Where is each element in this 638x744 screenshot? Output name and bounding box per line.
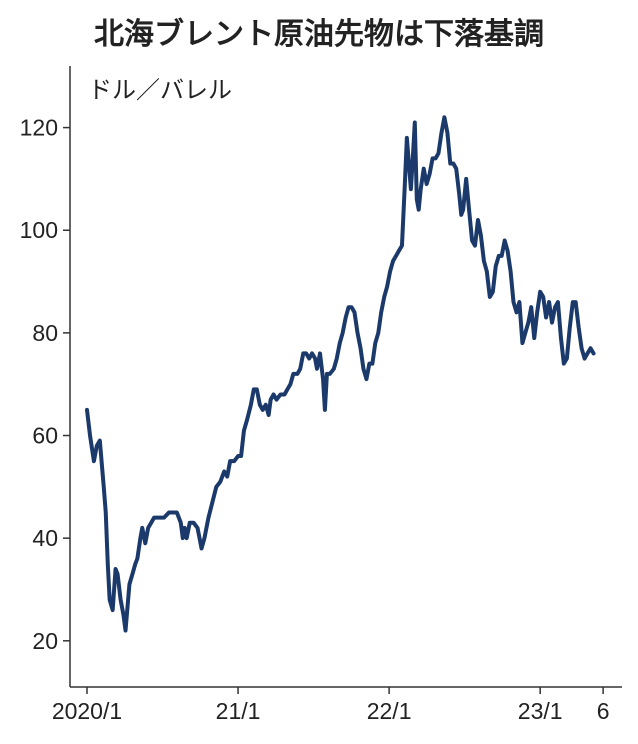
y-axis-label: ドル／バレル [88,76,232,104]
y-tick-label: 80 [32,320,58,346]
x-tick-label: 2020/1 [52,698,122,724]
y-tick-label: 40 [32,525,58,551]
x-tick-label: 21/1 [216,698,261,724]
chart-title: 北海ブレント原油先物は下落基調 [94,17,544,52]
x-tick-label: 6 [597,698,610,724]
y-tick-label: 120 [20,115,58,141]
price-line [84,115,596,633]
y-tick-label: 60 [32,423,58,449]
x-tick-label: 22/1 [367,698,412,724]
y-tick-label: 20 [32,628,58,654]
y-tick-label: 100 [20,217,58,243]
x-tick-label: 23/1 [518,698,563,724]
